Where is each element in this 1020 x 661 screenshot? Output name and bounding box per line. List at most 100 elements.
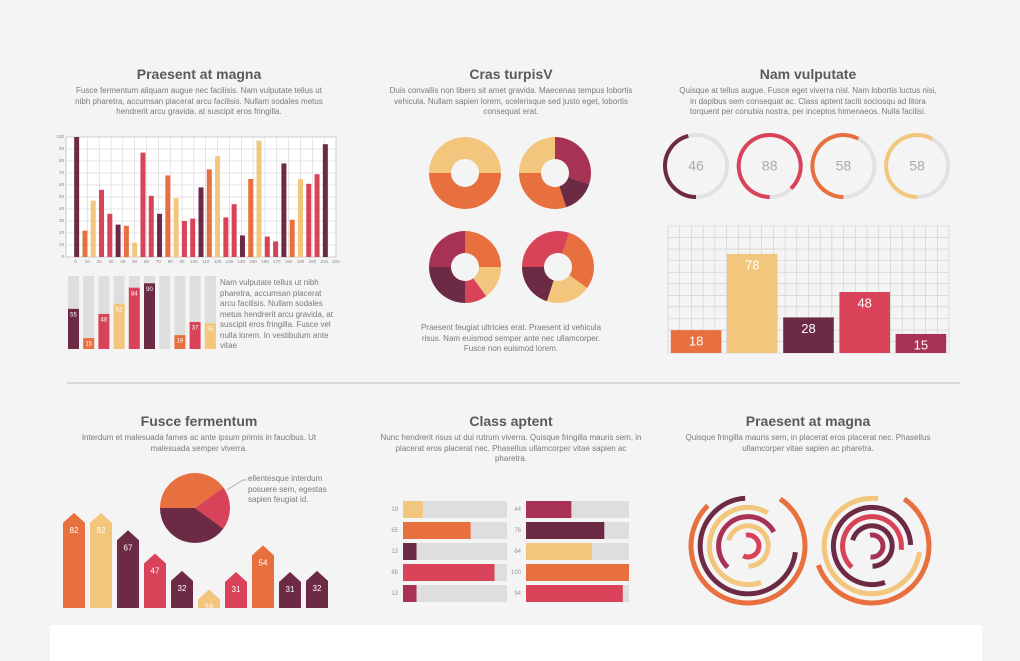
donut-segment: [160, 508, 224, 543]
data-label: 78: [745, 257, 759, 272]
bar: [403, 564, 495, 581]
data-label: 15: [914, 337, 928, 352]
x-tick-label: 30: [108, 259, 114, 264]
x-tick-label: 190: [297, 259, 305, 264]
bar: [403, 501, 423, 518]
bar: [107, 213, 113, 257]
data-label: 67: [124, 543, 133, 552]
section-title: Praesent at magna: [745, 413, 871, 429]
section-title: Nam vulputate: [759, 66, 857, 82]
bar: [181, 221, 187, 257]
radial-arc: [716, 514, 777, 570]
y-tick-label: 40: [59, 206, 65, 211]
donut-segment: [465, 278, 487, 303]
bar: [526, 501, 572, 518]
bar: [82, 230, 88, 257]
progress-fill: [128, 287, 140, 349]
data-label: 76: [514, 528, 521, 534]
arrow-bar: [279, 572, 301, 608]
x-tick-label: 60: [144, 259, 150, 264]
gauge-arc: [736, 133, 803, 199]
bar: [140, 152, 146, 257]
y-tick-label: 60: [59, 182, 65, 187]
data-label: 18: [689, 334, 703, 349]
radial-arc: [869, 532, 886, 560]
y-tick-label: 30: [59, 218, 65, 223]
bar: [198, 187, 204, 257]
progress-track: [83, 276, 95, 349]
radial-arc: [815, 496, 932, 606]
bar: [526, 522, 605, 539]
donut-segment: [559, 177, 590, 208]
arrow-bar: [306, 570, 328, 608]
bar: [248, 179, 254, 257]
bar-track: [403, 543, 507, 560]
bar: [306, 183, 312, 257]
section-text: Duis convallis non libero sit amet gravi…: [389, 86, 633, 116]
x-tick-label: 10: [85, 259, 91, 264]
x-tick-label: 150: [249, 259, 257, 264]
bar: [670, 330, 722, 353]
section-title: Cras turpisV: [469, 66, 553, 82]
data-label: 48: [101, 318, 108, 324]
gauge-label: 58: [836, 158, 852, 174]
bar: [839, 292, 890, 353]
x-tick-label: 170: [273, 259, 281, 264]
bar: [231, 204, 237, 257]
gauge-label: 46: [688, 158, 704, 174]
section-title: Praesent at magna: [136, 66, 262, 82]
data-label: 37: [192, 326, 199, 332]
bar: [157, 213, 163, 257]
donut-segment: [522, 230, 570, 267]
data-label: 31: [286, 585, 295, 594]
bar: [403, 543, 417, 560]
data-label: 19: [391, 507, 398, 513]
data-label: 100: [511, 570, 522, 576]
data-label: 13: [391, 591, 398, 597]
bar: [173, 198, 179, 257]
donut-segment: [519, 137, 555, 173]
gauge-arc: [884, 133, 933, 199]
x-tick-label: 120: [214, 259, 222, 264]
bar: [115, 224, 121, 257]
bar: [314, 174, 320, 257]
data-label: 19: [177, 339, 184, 345]
progress-track: [98, 276, 110, 349]
bar: [132, 242, 138, 257]
donut-segment: [429, 267, 465, 303]
data-label: 88: [391, 570, 398, 576]
section-text: Quisque at tellus augue. Fusce eget vive…: [679, 86, 937, 116]
arrow-bar: [63, 512, 85, 608]
radial-arc: [742, 532, 762, 560]
data-label: 15: [85, 342, 92, 348]
y-tick-label: 50: [59, 194, 65, 199]
data-label: 62: [116, 307, 123, 313]
donut-segment: [555, 137, 591, 185]
section-title: Class aptent: [469, 413, 553, 429]
y-tick-label: 20: [59, 230, 65, 235]
progress-fill: [174, 335, 186, 349]
side-note: Nam vulputate tellus ut nibh pharetra, a…: [220, 278, 333, 350]
y-tick-label: 80: [59, 158, 65, 163]
radial-arc: [830, 504, 914, 588]
section-text: Nunc hendrerit risus ut dui rutrum viver…: [380, 433, 642, 463]
bar: [74, 137, 80, 257]
bar: [99, 189, 105, 257]
data-label: 84: [131, 291, 138, 297]
y-tick-label: 90: [59, 146, 65, 151]
radial-arc: [821, 495, 922, 597]
progress-track: [189, 276, 201, 349]
x-tick-label: 0: [74, 259, 77, 264]
radial-arc: [726, 523, 771, 569]
progress-track: [159, 276, 171, 349]
donut-segment: [473, 267, 501, 297]
donut-segment: [562, 232, 594, 289]
progress-track: [204, 276, 216, 349]
bar: [223, 217, 229, 257]
radial-arc: [697, 495, 798, 597]
donut-segment: [546, 275, 588, 303]
x-tick-label: 100: [190, 259, 198, 264]
x-tick-label: 20: [97, 259, 103, 264]
